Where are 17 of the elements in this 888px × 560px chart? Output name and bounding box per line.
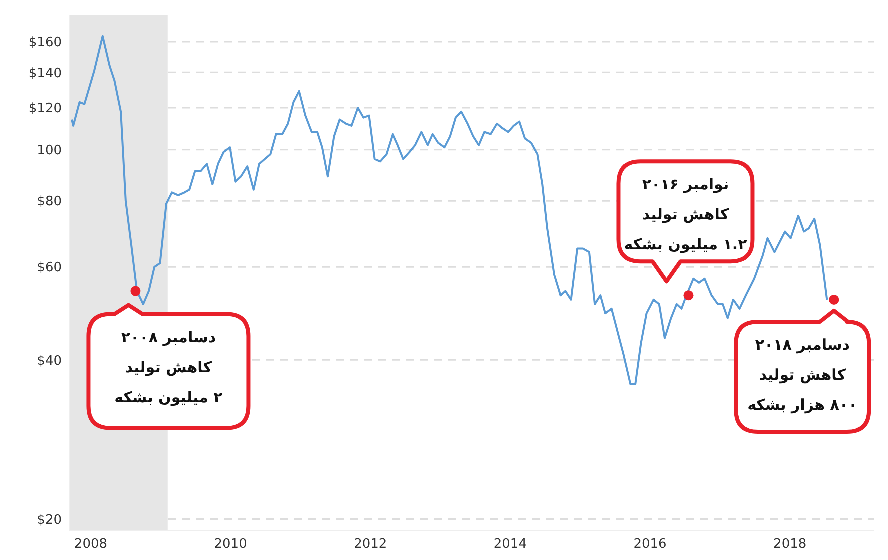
x-tick-label: 2016 [634,537,667,552]
annotation: دسامبر ۲۰۰۸ کاهش تولید ۲ میلیون بشکه [114,328,223,406]
x-tick-label: 2014 [494,537,527,552]
y-tick-label: $60 [37,260,62,276]
y-tick-label: $160 [28,36,62,51]
y-tick-label: $20 [37,512,62,528]
x-tick-label: 2010 [214,537,248,552]
y-tick-label: $40 [37,354,62,369]
x-tick-label: 2012 [354,537,388,552]
y-tick-label: $80 [37,194,62,210]
x-tick-label: 2008 [74,537,108,552]
y-tick-label: $140 [28,66,62,82]
annotation: دسامبر ۲۰۱۸ کاهش تولید ۸۰۰ هزار بشکه [748,336,858,414]
annotation: نوامبر ۲۰۱۶ کاهش تولید ۱.۲ میلیون بشکه [624,176,748,254]
x-tick-label: 2018 [774,537,807,552]
y-tick-label: $120 [28,102,62,117]
y-tick-label: 100 [37,144,62,159]
